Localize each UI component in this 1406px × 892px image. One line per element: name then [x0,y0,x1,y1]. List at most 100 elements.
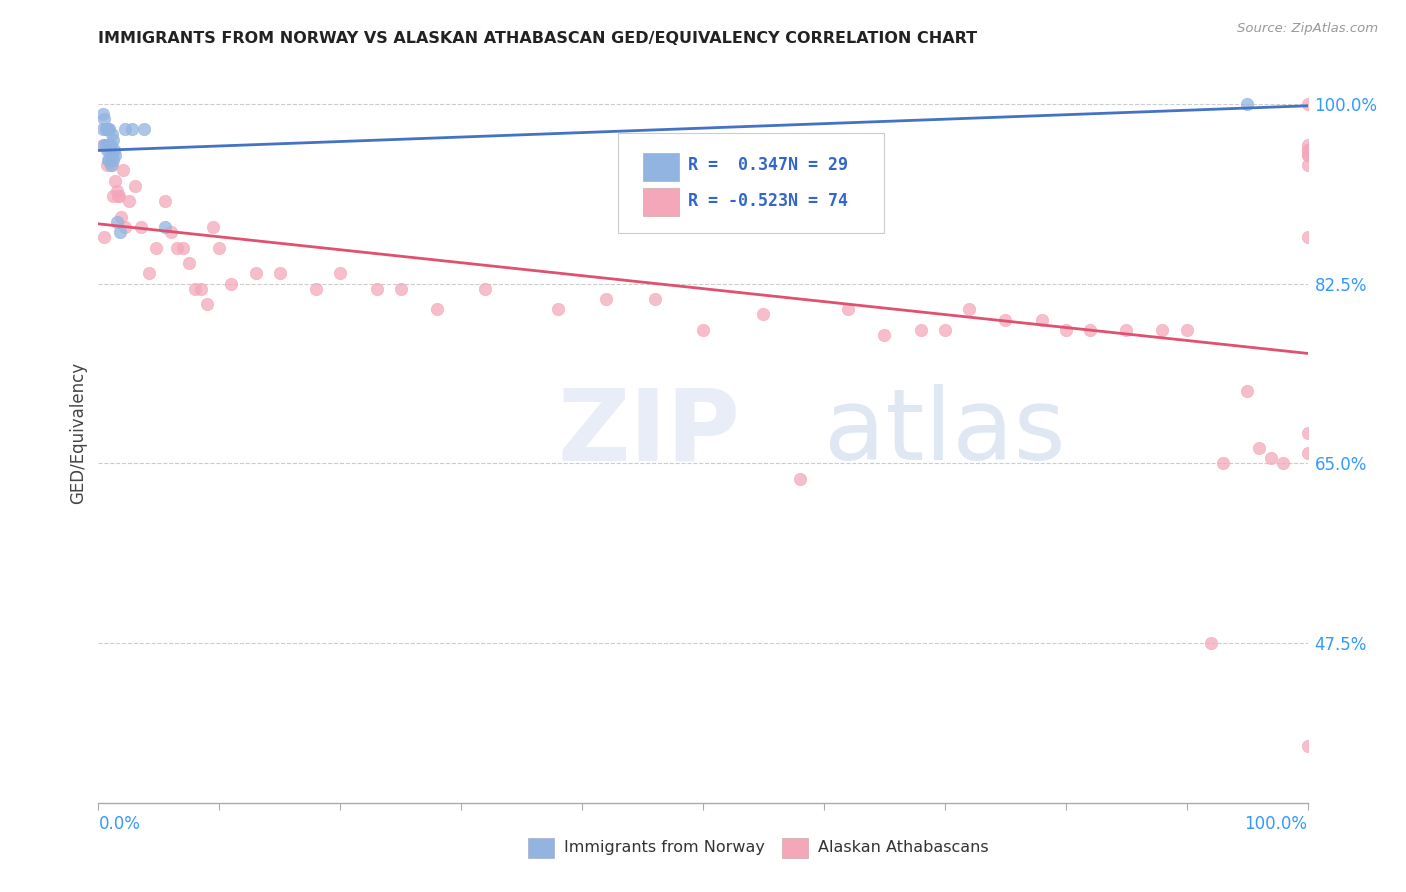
Point [1175,323,1198,337]
Point [329,266,352,280]
Point [93,112,115,126]
Point [105,184,128,198]
Point [108,189,131,203]
Point [195,297,218,311]
Point [1296,425,1319,440]
Point [1296,230,1319,244]
Text: R = -0.523: R = -0.523 [689,192,789,210]
Point [114,219,136,234]
Point [1249,441,1271,455]
Point [957,302,980,317]
Point [910,323,932,337]
Point [1296,143,1319,157]
Point [1296,158,1319,172]
Point [160,225,183,239]
Point [245,266,267,280]
Point [1078,323,1101,337]
Point [153,219,176,234]
Bar [527,838,554,858]
Point [1296,148,1319,162]
Point [934,323,956,337]
Point [124,178,146,193]
Point [752,307,775,321]
Point [1031,312,1053,326]
Point [118,194,141,209]
Point [98,143,121,157]
Point [184,282,207,296]
Text: Immigrants from Norway: Immigrants from Norway [564,839,765,855]
Point [98,137,121,152]
Point [166,241,188,255]
Point [100,158,122,172]
Point [108,225,131,239]
Point [1152,323,1174,337]
Point [100,137,122,152]
Text: Source: ZipAtlas.com: Source: ZipAtlas.com [1237,22,1378,36]
Point [221,277,243,291]
Point [100,128,122,142]
Text: N = 74: N = 74 [787,192,848,210]
Point [100,148,122,162]
Point [208,241,231,255]
Point [94,122,117,136]
Point [389,282,412,296]
Point [100,148,122,162]
Bar [643,153,679,181]
Point [98,153,121,168]
Point [91,122,114,136]
Point [789,472,811,486]
Point [121,122,143,136]
Point [105,215,128,229]
Point [1296,137,1319,152]
Point [145,241,167,255]
Point [474,282,496,296]
Bar [782,838,808,858]
Point [1199,636,1222,650]
Point [1296,143,1319,157]
Point [129,219,152,234]
Point [96,122,118,136]
Point [1236,384,1258,399]
Point [366,282,388,296]
Point [1236,96,1258,111]
Text: 0.0%: 0.0% [98,815,141,833]
Point [110,210,132,224]
Point [1296,96,1319,111]
Point [101,132,124,146]
Point [104,174,127,188]
Point [172,241,194,255]
Point [91,137,114,152]
Text: R =  0.347: R = 0.347 [689,156,789,174]
Point [1272,457,1295,471]
Point [202,219,225,234]
Point [426,302,449,317]
Point [97,137,120,152]
Point [873,327,896,342]
Text: Alaskan Athabascans: Alaskan Athabascans [818,839,988,855]
Point [94,137,117,152]
Point [644,292,666,306]
Point [97,137,120,152]
Point [138,266,160,280]
Point [93,137,115,152]
Point [1212,457,1234,471]
Point [269,266,291,280]
Point [1260,451,1282,466]
Point [100,158,122,172]
Point [305,282,328,296]
Point [595,292,617,306]
Point [837,302,859,317]
Point [153,194,176,209]
Point [104,148,127,162]
Point [1115,323,1137,337]
Point [93,230,115,244]
Point [101,153,124,168]
Point [107,189,129,203]
Point [692,323,714,337]
Text: 100.0%: 100.0% [1244,815,1308,833]
Point [96,143,118,157]
Point [1054,323,1077,337]
Point [134,122,156,136]
FancyBboxPatch shape [619,133,884,233]
Bar [643,187,679,216]
